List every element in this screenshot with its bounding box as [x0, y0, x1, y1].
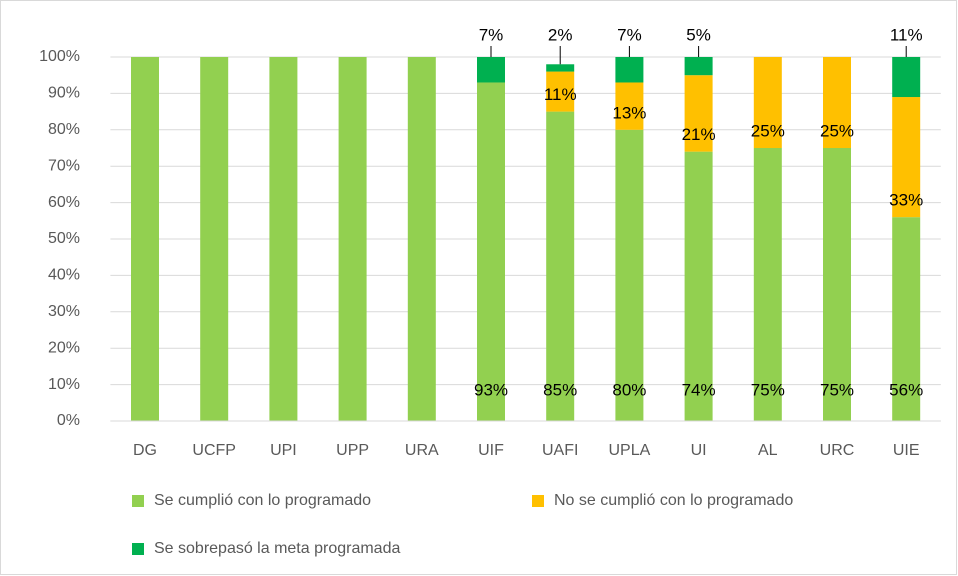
x-tick-label: UI: [691, 442, 707, 459]
data-label: 11%: [890, 25, 923, 44]
y-tick-label: 80%: [48, 121, 80, 138]
y-tick-label: 50%: [48, 230, 80, 247]
y-tick-label: 10%: [48, 376, 80, 393]
data-label: 74%: [682, 380, 716, 399]
legend-label: No se cumplió con lo programado: [554, 492, 793, 509]
data-label: 25%: [820, 121, 854, 140]
data-label: 80%: [612, 380, 646, 399]
y-tick-label: 90%: [48, 85, 80, 102]
x-tick-label: UCFP: [192, 442, 236, 459]
bar-segment: [823, 148, 851, 421]
bar-segment: [753, 148, 782, 421]
bar-segment: [338, 57, 367, 421]
y-tick-label: 60%: [48, 194, 80, 211]
data-label: 11%: [544, 85, 577, 104]
data-label: 2%: [548, 25, 573, 44]
bar-segment: [269, 57, 298, 421]
legend-swatch: [532, 495, 544, 507]
legend-swatch: [132, 495, 144, 507]
data-label: 33%: [889, 191, 923, 210]
bar-segment: [615, 57, 644, 83]
bar-segment: [477, 82, 505, 421]
bar-segment: [753, 57, 782, 148]
bar-segment: [684, 151, 713, 421]
bar-segment: [546, 111, 575, 421]
data-label: 25%: [751, 121, 785, 140]
bar-segment: [615, 129, 644, 422]
x-tick-label: AL: [758, 442, 778, 459]
x-tick-label: UPP: [336, 442, 369, 459]
data-label: 7%: [617, 25, 642, 44]
data-label: 75%: [751, 380, 785, 399]
x-tick-label: UIF: [478, 442, 504, 459]
data-label: 13%: [612, 103, 646, 122]
data-label: 85%: [543, 380, 577, 399]
legend-label: Se sobrepasó la meta programada: [154, 540, 400, 557]
bar-segment: [684, 75, 713, 152]
y-tick-label: 100%: [39, 48, 80, 65]
bar-segment: [892, 57, 921, 98]
y-tick-label: 70%: [48, 157, 80, 174]
x-tick-label: URA: [405, 442, 439, 459]
bar-segment: [892, 97, 921, 218]
x-tick-label: UPI: [270, 442, 297, 459]
x-tick-label: UIE: [893, 442, 920, 459]
bar-segment: [546, 71, 575, 112]
bar-segment: [615, 82, 644, 130]
bar-segment: [546, 64, 575, 72]
data-label: 93%: [474, 380, 508, 399]
data-label: 7%: [479, 25, 504, 44]
legend-swatch: [132, 543, 144, 555]
x-tick-label: DG: [133, 442, 157, 459]
x-tick-label: URC: [820, 442, 855, 459]
x-tick-label: UPLA: [609, 442, 651, 459]
data-label: 75%: [820, 380, 854, 399]
y-tick-label: 30%: [48, 303, 80, 320]
bar-segment: [892, 217, 921, 421]
x-tick-label: UAFI: [542, 442, 578, 459]
y-tick-label: 0%: [57, 412, 80, 429]
bar-segment: [823, 57, 851, 148]
y-tick-label: 40%: [48, 267, 80, 284]
bar-segment: [407, 57, 436, 421]
data-label: 5%: [686, 25, 711, 44]
bar-segment: [200, 57, 229, 421]
bar-segment: [477, 57, 505, 83]
data-label: 21%: [682, 125, 716, 144]
bar-segment: [131, 57, 159, 421]
data-label: 56%: [889, 380, 923, 399]
legend-label: Se cumplió con lo programado: [154, 492, 371, 509]
bar-segment: [684, 57, 713, 76]
y-tick-label: 20%: [48, 339, 80, 356]
